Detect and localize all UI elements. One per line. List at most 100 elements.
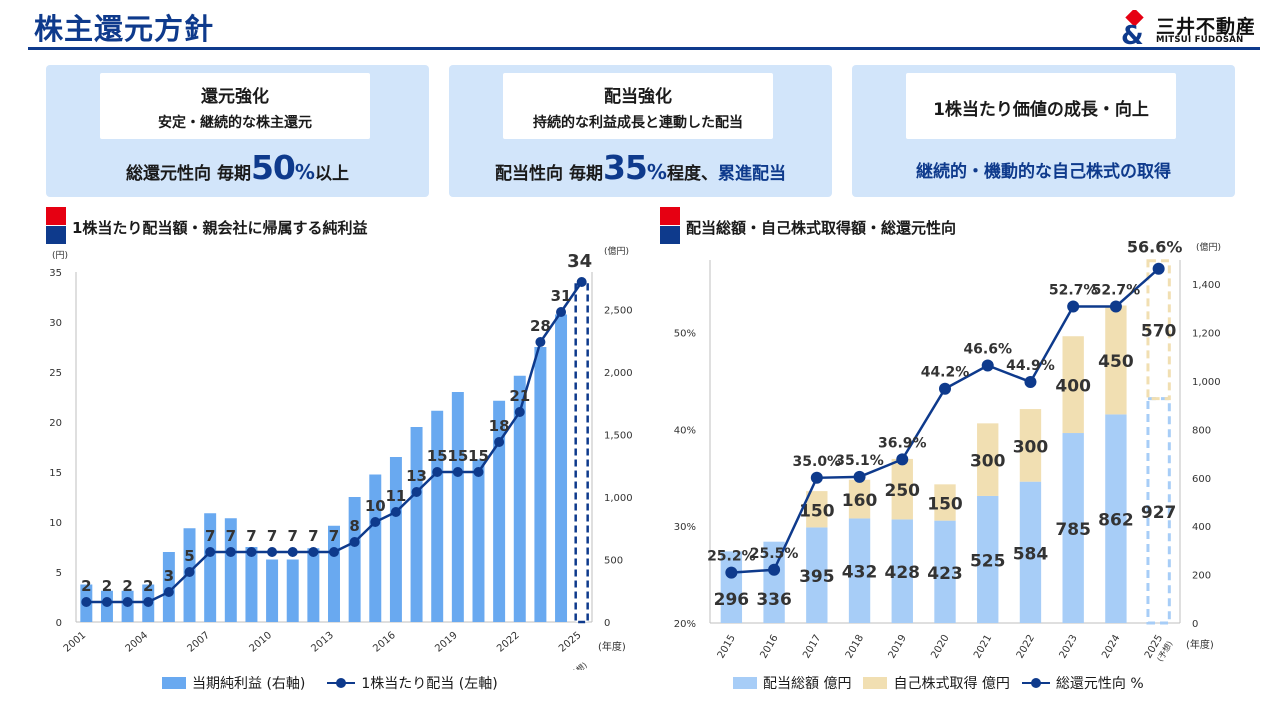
section-title: 1株当たり配当額・親会社に帰属する純利益 [72,219,368,237]
company-logo: & 三井不動産 MITSUI FUDOSAN [1120,10,1260,46]
left-tick-label: 5 [56,568,62,579]
dividend-point [535,337,546,347]
right-tick-label: 600 [1192,474,1211,485]
dividend-label: 7 [226,527,236,545]
dividend-point [452,467,463,477]
bar-dividend [848,518,871,623]
left-tick-label: 20 [49,418,62,429]
dividend-total-label: 432 [842,563,878,583]
return-ratio-label: 56.6% [1127,238,1183,257]
x-tick-label: 2016 [758,633,780,661]
dividend-point [556,307,567,317]
legend-label: 当期純利益 (右軸) [192,676,306,692]
bar-buyback [806,491,828,528]
return-ratio-label: 52.7% [1092,282,1141,298]
return-ratio-point [981,359,994,372]
dividend-total-label: 336 [756,590,792,610]
bar-net-income-forecast [574,283,589,624]
bar-net-income [431,410,444,622]
right-tick-label: 2,500 [604,306,633,317]
dividend-total-label: 862 [1098,511,1134,531]
right-tick-label: 200 [1192,571,1211,582]
dividend-label: 2 [143,577,153,595]
dividend-total-label: 296 [714,590,750,610]
policy-heading: 還元強化 [201,87,269,107]
dividend-label: 7 [246,527,256,545]
right-axis-unit: (億円) [604,245,629,257]
dividend-point [81,597,92,607]
dividend-label: 31 [551,287,572,305]
dividend-label: 3 [164,567,174,585]
dividend-point [494,437,505,447]
policy-subheading: 安定・継続的な株主還元 [158,115,312,131]
target-suffix: 以上 [314,164,349,184]
dividend-point [143,597,154,607]
x-tick-label: 2004 [124,630,151,655]
bar-buyback [1105,305,1127,415]
dividend-label: 7 [308,527,318,545]
bar-net-income [451,392,464,622]
legend-swatch-bar [162,677,186,689]
dividend-total-label: 423 [927,564,963,584]
dividend-total-label: 428 [885,563,921,583]
bar-net-income [369,474,382,622]
right-tick-label: 1,500 [604,431,633,442]
left-tick-label: 0 [56,618,62,629]
bar-dividend [1062,433,1084,623]
bar-buyback [891,458,913,520]
x-tick-label: 2023 [1058,633,1080,661]
bar-net-income [266,559,279,622]
dividend-point [205,547,216,557]
dividend-label: 7 [205,527,215,545]
return-ratio-point [1024,375,1037,388]
policy-subheading: 持続的な利益成長と連動した配当 [533,115,743,131]
return-ratio-point [810,471,823,484]
x-tick-label: 2017 [801,633,823,661]
left-tick-label: 35 [49,268,62,279]
bar-buyback [848,479,871,519]
right-tick-label: 1,000 [1192,377,1221,388]
policy-heading: 配当強化 [604,87,672,107]
dividend-point [514,407,525,417]
logo-name-jp: 三井不動産 [1156,16,1257,38]
dividend-label: 2 [102,577,112,595]
dividend-total-label: 395 [799,567,835,587]
left-tick-label: 30 [49,318,62,329]
bar-net-income [245,547,258,622]
dividend-label: 15 [427,447,448,465]
dividend-label: 2 [81,577,91,595]
target-percent: % [646,160,667,184]
buyback-label: 300 [1013,437,1049,457]
return-ratio-point [725,566,738,579]
return-ratio-point [853,470,866,483]
dividend-point [329,547,339,557]
dividend-total-label: 525 [970,551,1006,571]
dividend-total-label: 927 [1141,503,1177,523]
dividend-point [432,467,443,477]
x-tick-label: 2016 [371,630,398,655]
return-ratio-label: 44.2% [921,365,970,381]
policy-heading: 1株当たり価値の成長・向上 [933,100,1149,120]
bar-net-income [348,497,361,622]
x-tick-label: 2010 [247,630,274,655]
title-divider [28,47,1260,50]
bar-net-income [328,525,340,622]
policy-target: 継続的・機動的な自己株式の取得 [916,162,1171,182]
page-title: 株主還元方針 [34,12,215,46]
dividend-point [370,517,381,527]
shareholder-return-chart: (億円) (年度) 20% 30% 40% 50% 0 200 400 600 800 1,000 1,… [674,238,1221,664]
policy-target: 配当性向 毎期35%程度、累進配当 [449,148,832,187]
dividend-point [163,587,174,597]
left-tick-label: 50% [674,329,696,340]
bar-dividend [977,495,999,623]
bar-dividend [891,519,913,623]
policy-card-return: 還元強化 安定・継続的な株主還元 総還元性向 毎期50%以上 [46,65,429,197]
dividend-label: 34 [567,251,592,272]
legend-label: 総還元性向 % [1055,676,1144,692]
section-marker-icon [660,207,680,244]
dividend-label: 18 [489,417,510,435]
target-number: 35 [602,148,648,187]
buyback-label: 150 [927,494,963,514]
dividend-total-label: 584 [1013,544,1049,564]
dividend-point [576,277,587,287]
